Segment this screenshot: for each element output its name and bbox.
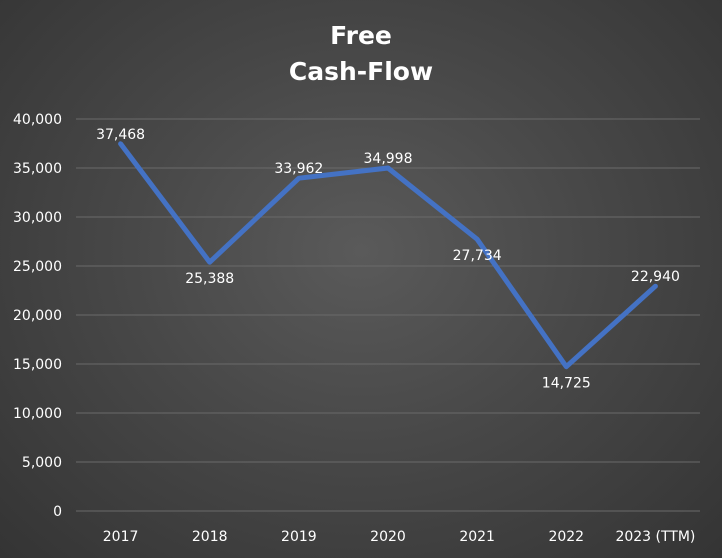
x-tick-label: 2022 — [548, 529, 584, 545]
data-label: 27,734 — [453, 248, 502, 264]
y-tick-label: 10,000 — [13, 406, 62, 422]
data-label: 14,725 — [542, 376, 591, 392]
x-tick-label: 2019 — [281, 529, 317, 545]
x-tick-label: 2020 — [370, 529, 406, 545]
x-tick-label: 2017 — [103, 529, 139, 545]
y-tick-label: 30,000 — [13, 210, 62, 226]
x-axis-tick-labels: 2017 2018 2019 2020 2021 2022 2023 (TTM) — [103, 529, 696, 545]
data-label: 22,940 — [631, 269, 680, 285]
x-tick-label: 2021 — [459, 529, 495, 545]
data-label: 37,468 — [96, 127, 145, 143]
gridlines — [76, 118, 700, 512]
y-tick-label: 0 — [53, 504, 62, 520]
x-tick-label: 2018 — [192, 529, 228, 545]
chart-title-line-2: Cash-Flow — [288, 57, 434, 86]
chart-title-line-1: Free — [330, 21, 392, 50]
chart-title: Free Cash-Flow — [0, 18, 722, 90]
y-tick-label: 40,000 — [13, 112, 62, 128]
y-tick-label: 20,000 — [13, 308, 62, 324]
y-tick-label: 25,000 — [13, 259, 62, 275]
data-label: 34,998 — [364, 151, 413, 167]
series-line-group — [118, 141, 658, 370]
y-tick-label: 15,000 — [13, 357, 62, 373]
y-tick-label: 35,000 — [13, 161, 62, 177]
data-label: 33,962 — [274, 161, 323, 177]
y-tick-label: 5,000 — [22, 455, 62, 471]
data-labels: 37,468 25,388 33,962 34,998 27,734 14,725 22,9… — [96, 127, 680, 392]
data-label: 25,388 — [185, 271, 234, 287]
y-axis-tick-labels: 0 5,000 10,000 15,000 20,000 25,000 30,000 35,0… — [13, 112, 62, 520]
series-line — [118, 141, 658, 370]
x-tick-label: 2023 (TTM) — [615, 529, 695, 545]
